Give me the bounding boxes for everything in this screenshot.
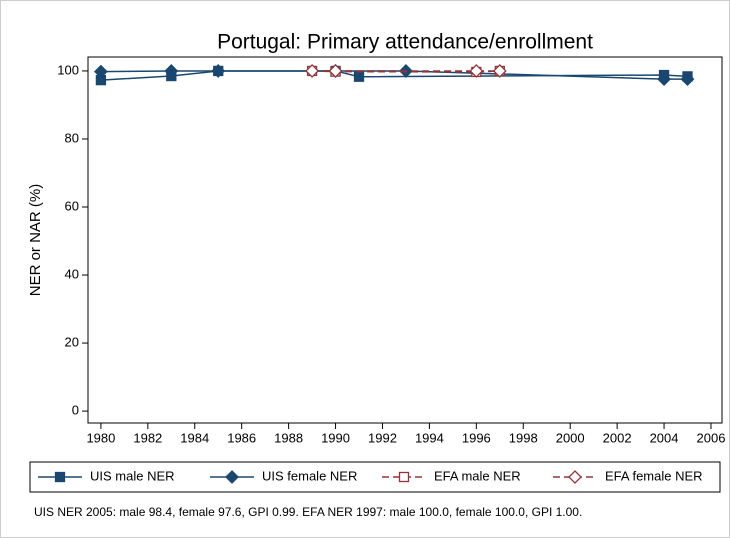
x-tick-label: 1986 [227, 430, 256, 445]
legend-label: UIS female NER [262, 468, 357, 483]
x-tick-label: 2000 [556, 430, 585, 445]
y-tick-label: 40 [65, 266, 79, 281]
legend-box [29, 461, 721, 493]
y-tick-label: 60 [65, 198, 79, 213]
marker [469, 64, 484, 78]
footnote: UIS NER 2005: male 98.4, female 97.6, GP… [34, 505, 582, 519]
x-tick-label: 1994 [415, 430, 444, 445]
y-tick-label: 20 [65, 335, 79, 350]
x-tick-label: 2006 [697, 430, 726, 445]
x-tick-label: 2002 [603, 430, 632, 445]
marker [164, 64, 179, 78]
y-axis-label: NER or NAR (%) [27, 184, 44, 297]
marker [492, 64, 507, 78]
legend-label: EFA female NER [605, 468, 703, 483]
y-tick-label: 0 [72, 403, 79, 418]
chart-title: Portugal: Primary attendance/enrollment [217, 31, 593, 54]
x-tick-label: 1988 [274, 430, 303, 445]
y-tick-label: 100 [57, 62, 79, 77]
marker [353, 71, 365, 82]
legend-label: UIS male NER [90, 468, 175, 483]
x-tick-label: 2004 [650, 430, 679, 445]
marker [328, 64, 343, 78]
marker [211, 64, 226, 78]
legend-marker [225, 470, 239, 484]
marker [305, 64, 320, 78]
legend-marker [568, 470, 582, 484]
x-tick-label: 1980 [86, 430, 115, 445]
x-tick-label: 1996 [462, 430, 491, 445]
y-tick-label: 80 [65, 130, 79, 145]
plot-border [87, 56, 723, 424]
x-tick-label: 1992 [368, 430, 397, 445]
x-tick-label: 1990 [321, 430, 350, 445]
x-tick-label: 1982 [133, 430, 162, 445]
x-tick-label: 1984 [180, 430, 209, 445]
legend-marker [398, 471, 410, 483]
marker [657, 72, 671, 87]
x-tick-label: 1998 [509, 430, 538, 445]
marker [680, 72, 695, 87]
legend-marker [54, 471, 66, 483]
legend-label: EFA male NER [434, 468, 521, 483]
marker [93, 64, 108, 79]
